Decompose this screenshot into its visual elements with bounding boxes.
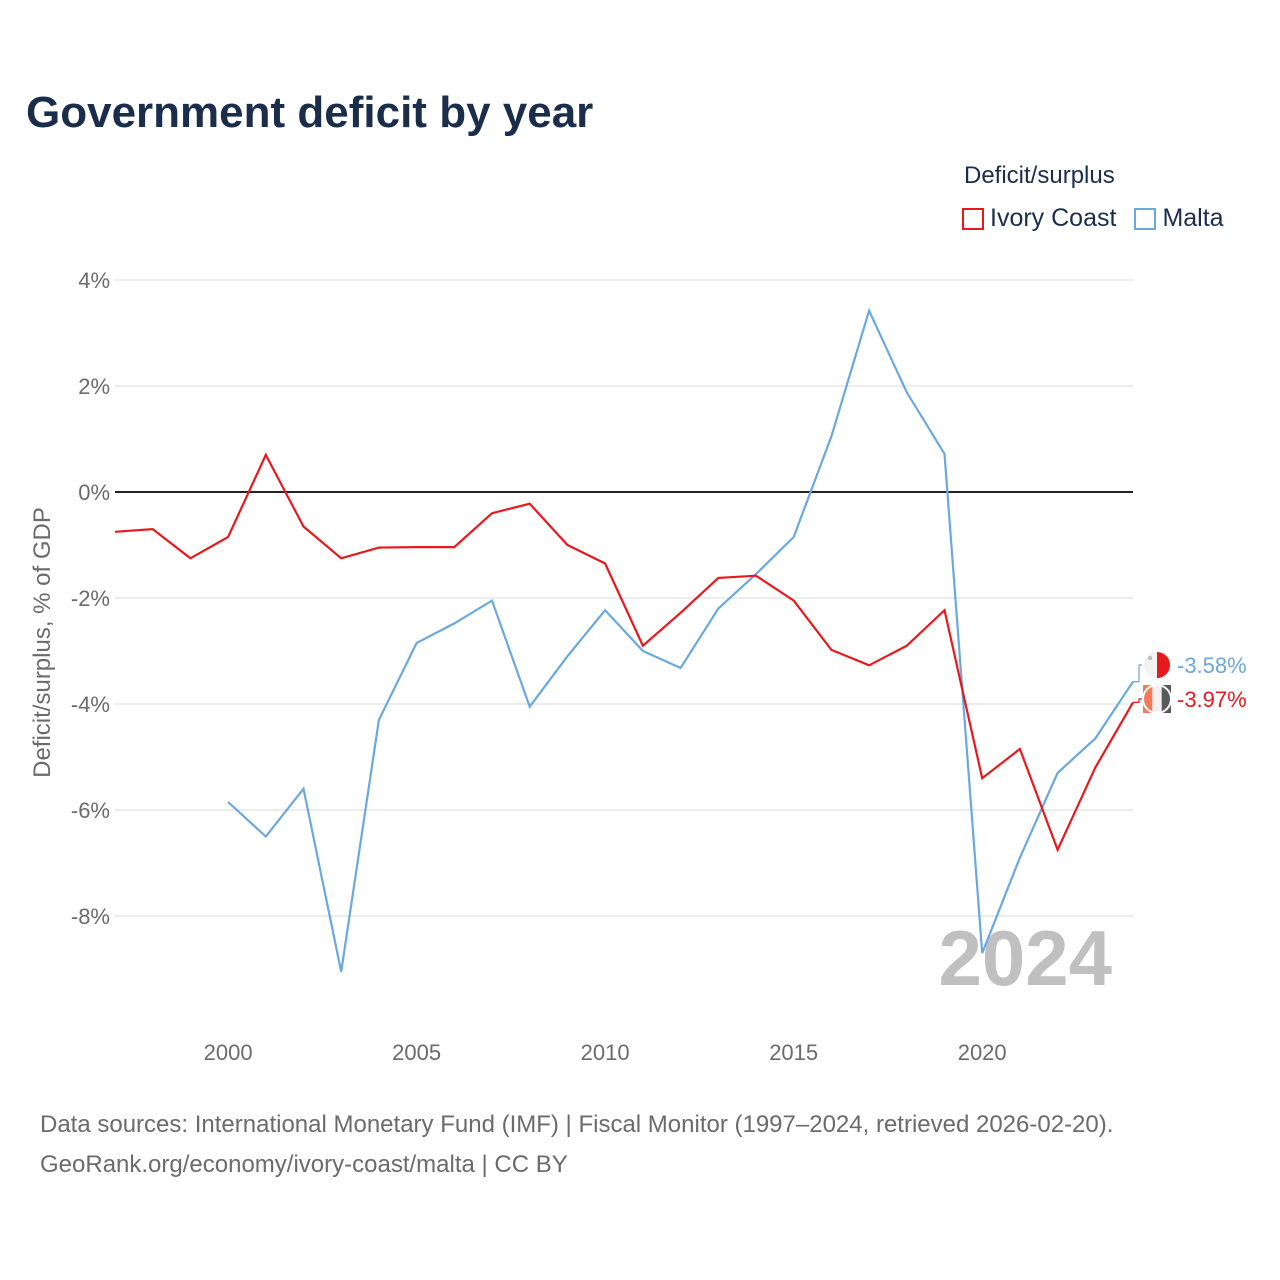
legend-item-ivory-coast[interactable]: Ivory Coast [962,204,1116,233]
x-tick-label: 2005 [392,1040,441,1065]
y-tick-label: -6% [71,798,110,823]
legend-title: Deficit/surplus [964,162,1115,189]
series-line-malta [227,307,1134,972]
y-tick-label: -4% [71,692,110,717]
flag-malta-cross [1148,656,1152,660]
y-axis-label: Deficit/surplus, % of GDP [29,507,56,778]
year-overlay: 2024 [938,914,1112,1002]
flag-ivory-coast-left [1143,685,1153,713]
flag-ivory-coast-right [1161,685,1171,713]
y-tick-label: 4% [78,268,110,293]
source-line-2: GeoRank.org/economy/ivory-coast/malta | … [40,1151,568,1178]
y-tick-label: -8% [71,904,110,929]
legend-item-malta[interactable]: Malta [1134,204,1224,233]
legend-swatch-ivory-coast [962,207,984,230]
source-line-1: Data sources: International Monetary Fun… [40,1111,1114,1138]
end-connector-ivory-coast [1133,698,1143,704]
chart-title: Government deficit by year [26,88,594,137]
x-tick-label: 2000 [204,1040,253,1065]
series-line-ivory-coast [114,452,1134,853]
y-tick-label: 2% [78,374,110,399]
y-tick-label: -2% [71,586,110,611]
flag-ivory-coast-ring [1142,684,1172,714]
legend-label-malta: Malta [1162,204,1224,232]
flag-malta-right [1157,651,1171,679]
x-tick-label: 2010 [581,1040,630,1065]
end-label-ivory-coast: -3.97% [1177,687,1247,712]
source-note: Data sources: International Monetary Fun… [40,1105,1113,1185]
legend-label-ivory-coast: Ivory Coast [990,204,1117,232]
legend-swatch-malta [1134,207,1157,230]
legend: Ivory Coast Malta [962,204,1224,233]
x-tick-label: 2020 [958,1040,1007,1065]
x-tick-label: 2015 [769,1040,818,1065]
flag-malta-ring [1142,650,1172,680]
end-label-malta: -3.58% [1177,653,1247,678]
end-connector-malta [1133,664,1143,683]
y-tick-label: 0% [78,480,110,505]
